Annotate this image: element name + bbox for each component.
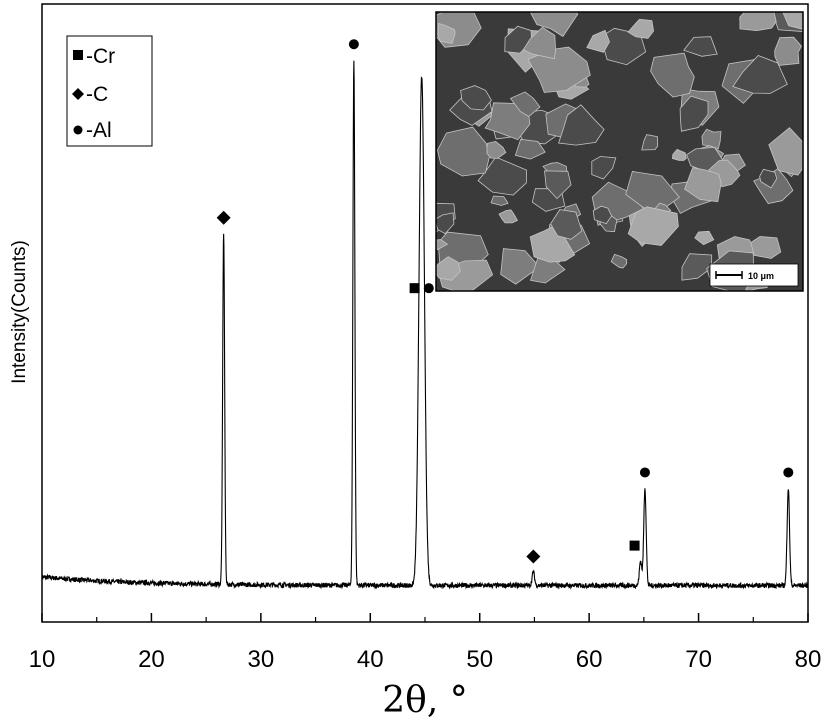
x-tick-label: 70 (685, 646, 712, 673)
legend: -Cr -C -Al (66, 35, 153, 147)
inset-micrograph: 10 μm (435, 11, 804, 292)
inset-particle (437, 126, 491, 177)
inset-particle (477, 156, 528, 196)
y-axis-title: Intensity(Counts) (9, 240, 30, 384)
inset-particle (650, 52, 695, 98)
inset-particle (671, 148, 687, 161)
inset-particle (544, 170, 572, 200)
inset-particle (500, 248, 540, 285)
xrd-pattern-line (41, 60, 809, 590)
x-tick-label: 10 (29, 646, 56, 673)
inset-particle (436, 212, 455, 235)
peak-marker-square (409, 283, 420, 294)
peak-markers (216, 39, 794, 564)
scale-bar-label: 10 μm (748, 271, 774, 281)
peak-marker-diamond (526, 549, 541, 564)
peak-marker-square (629, 540, 640, 551)
inset-particle (529, 257, 566, 284)
x-tick-label: 40 (357, 646, 384, 673)
inset-particle (679, 95, 709, 132)
inset-particle (527, 46, 591, 93)
legend-marker-square (73, 50, 83, 60)
peak-marker-diamond (216, 210, 231, 225)
inset-particle (627, 18, 655, 39)
inset-particle (514, 138, 546, 160)
legend-marker-circle (73, 125, 83, 135)
inset-particle (768, 127, 803, 176)
inset-particle (460, 85, 492, 111)
peak-marker-circle (348, 39, 359, 50)
inset-particle (759, 168, 778, 189)
inset-particle (641, 134, 659, 151)
inset-particle (522, 26, 557, 60)
x-tick-label: 80 (795, 646, 822, 673)
inset-particle (627, 206, 679, 246)
inset-particle (694, 230, 715, 246)
inset-particle (750, 236, 782, 259)
inset-particle (437, 22, 456, 44)
inset-particle (550, 209, 583, 240)
inset-particle (681, 253, 713, 281)
inset-particle (586, 29, 610, 53)
inset-particle (436, 256, 461, 281)
legend-label-cr: -Cr (86, 45, 115, 68)
inset-particle (509, 91, 541, 117)
inset-particle (529, 12, 579, 37)
x-tick-label: 50 (466, 646, 493, 673)
inset-particle (592, 205, 613, 225)
x-tick-label: 30 (248, 646, 275, 673)
inset-particle (498, 209, 519, 224)
inset-particle (684, 167, 722, 203)
inset-particle (490, 195, 509, 206)
peak-marker-circle (423, 283, 434, 294)
inset-particle (739, 12, 777, 32)
inset-particle (558, 104, 605, 146)
inset-particle (436, 239, 449, 251)
scale-bar-box (709, 263, 799, 287)
inset-particle (504, 25, 532, 54)
legend-marker-diamond (72, 88, 84, 100)
inset-particle (701, 128, 722, 150)
legend-label-al: -Al (86, 119, 112, 142)
x-axis-title: 2θ, ° (382, 680, 467, 721)
legend-label-c: -C (86, 83, 108, 106)
peak-marker-circle (639, 467, 650, 478)
inset-particles (436, 12, 803, 291)
inset-particle (774, 36, 802, 66)
inset-particle (591, 156, 617, 180)
peak-marker-circle (783, 467, 794, 478)
x-tick-label: 60 (576, 646, 603, 673)
inset-particle (610, 253, 628, 269)
x-axis-tick-labels: 10 20 30 40 50 60 70 80 (29, 646, 822, 673)
inset-particle (683, 36, 718, 57)
inset-border (435, 11, 804, 292)
inset-particle (486, 140, 507, 159)
x-axis-ticks (41, 613, 809, 622)
inset-particle (732, 55, 788, 94)
x-tick-label: 20 (138, 646, 165, 673)
